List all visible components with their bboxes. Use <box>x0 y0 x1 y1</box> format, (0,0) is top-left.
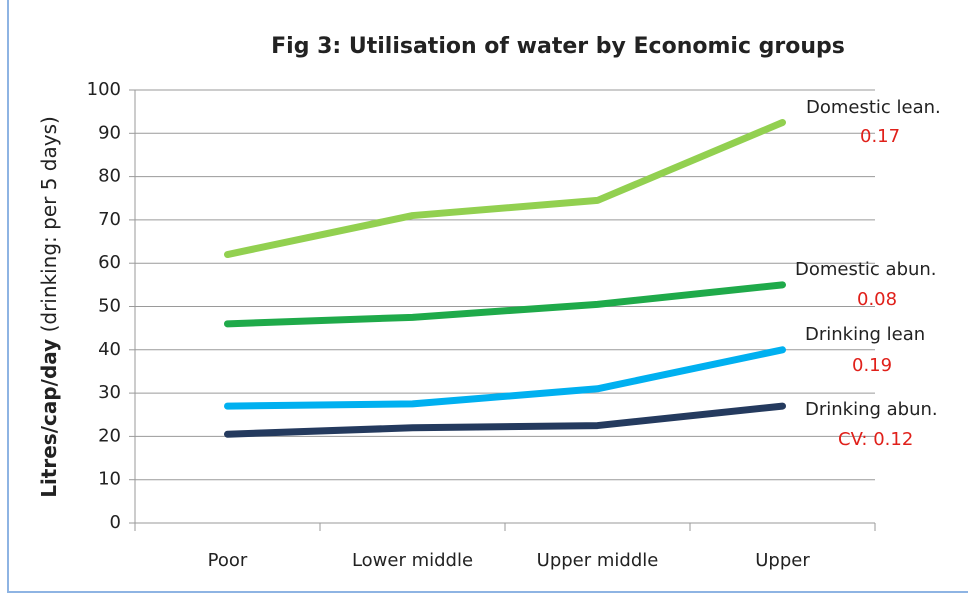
series-line <box>224 281 786 328</box>
y-tick-label: 80 <box>98 166 121 187</box>
x-tick-label: Lower middle <box>352 550 473 571</box>
y-tick-label: 20 <box>98 425 121 446</box>
series-label: Drinking lean <box>805 324 925 345</box>
x-tick-label: Poor <box>208 550 248 571</box>
frame <box>7 0 968 593</box>
y-tick-label: 60 <box>98 252 121 273</box>
series-line <box>224 402 786 438</box>
series-note: 0.19 <box>852 355 892 376</box>
series-note: 0.17 <box>860 126 900 147</box>
y-tick-label: 10 <box>98 469 121 490</box>
y-tick-label: 0 <box>110 512 121 533</box>
series-label: Drinking abun. <box>805 399 938 420</box>
y-tick-label: 100 <box>87 79 121 100</box>
y-tick-label: 40 <box>98 339 121 360</box>
y-tick-label: 70 <box>98 209 121 230</box>
series-label: Domestic abun. <box>795 259 937 280</box>
series-note: CV: 0.12 <box>838 429 913 450</box>
x-tick-label: Upper middle <box>537 550 659 571</box>
y-axis-title: Litres/cap/day (drinking: per 5 days) <box>37 116 61 498</box>
y-tick-label: 50 <box>98 296 121 317</box>
y-axis-title-main: Litres/cap/day <box>37 339 61 498</box>
y-tick-label: 30 <box>98 382 121 403</box>
y-tick-label: 90 <box>98 122 121 143</box>
series-line <box>224 118 786 259</box>
y-axis-title-note: (drinking: per 5 days) <box>37 116 61 332</box>
chart-title: Fig 3: Utilisation of water by Economic … <box>271 34 845 59</box>
series-note: 0.08 <box>857 289 897 310</box>
series-line <box>224 346 786 410</box>
x-tick-label: Upper <box>755 550 810 571</box>
series-label: Domestic lean. <box>806 97 941 118</box>
